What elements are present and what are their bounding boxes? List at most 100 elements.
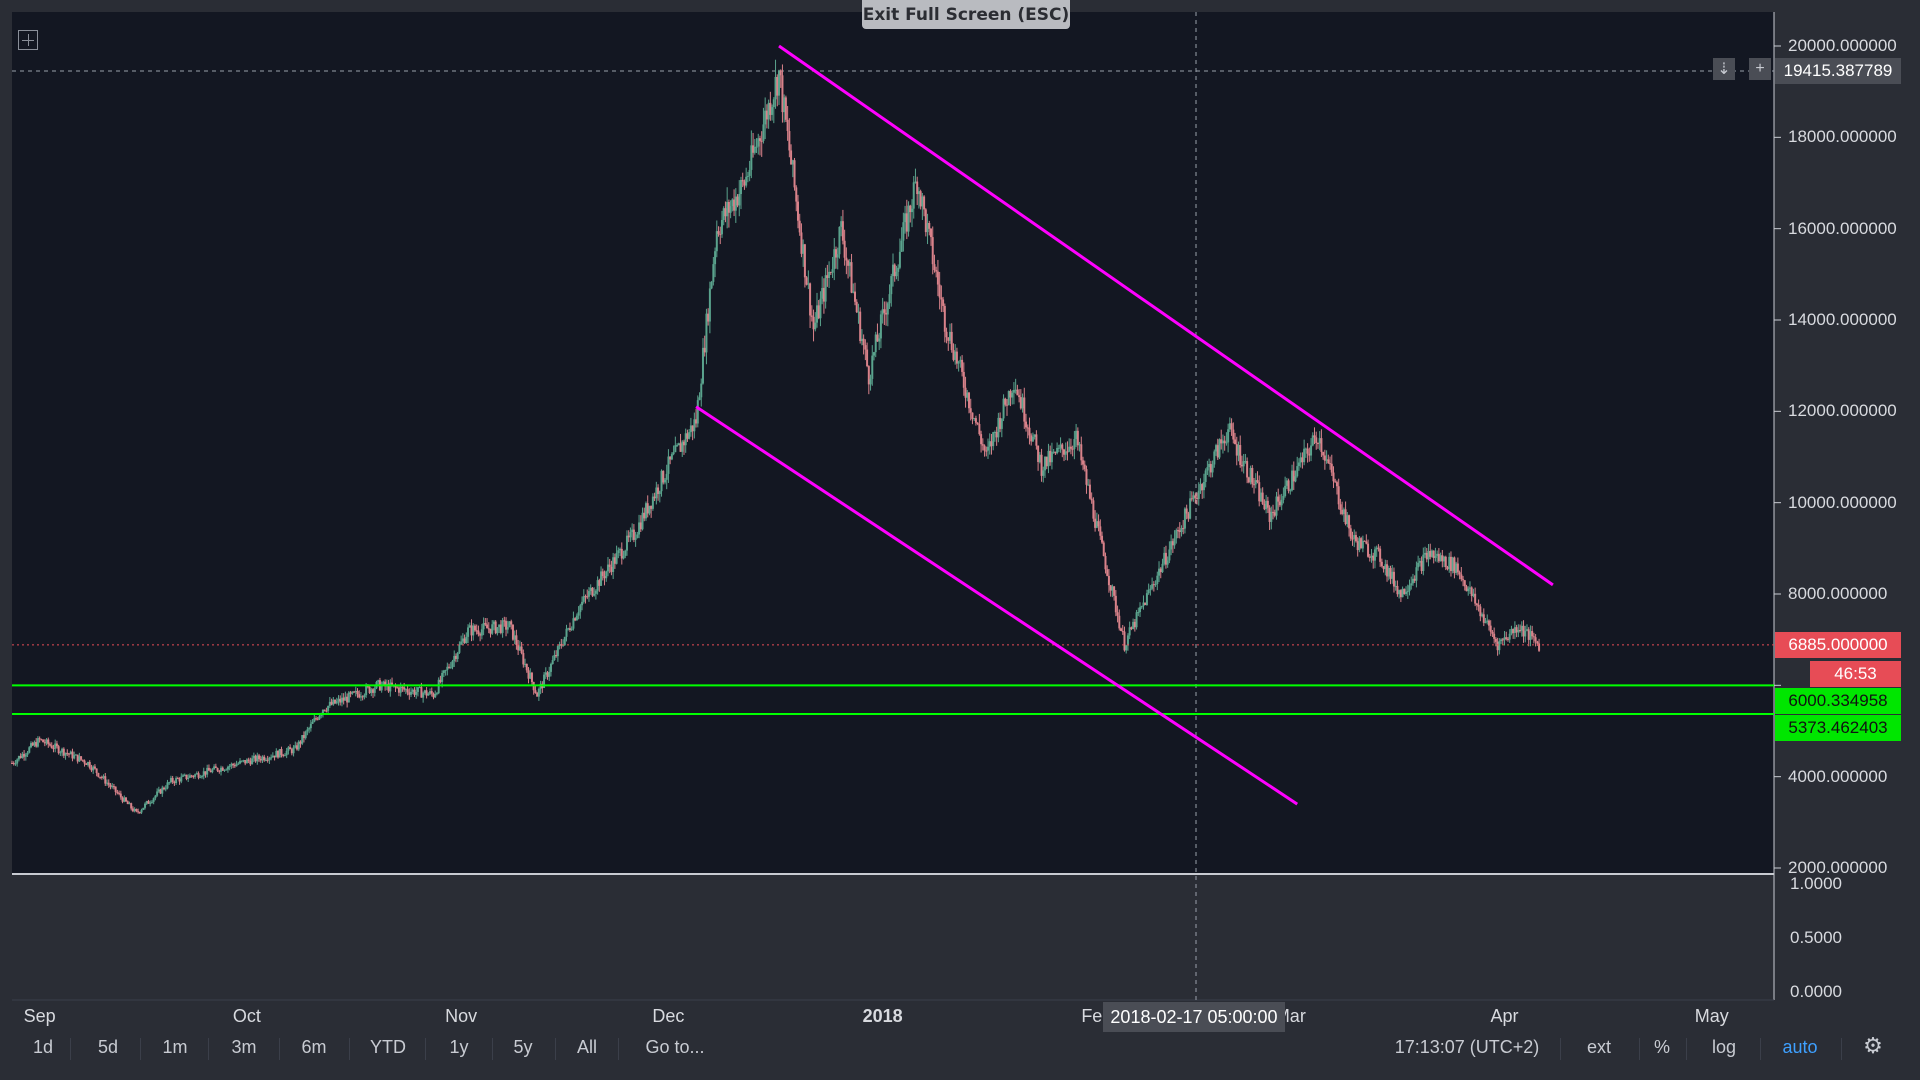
candle-body xyxy=(695,419,698,424)
indicator-axis-tick: 0.5000 xyxy=(1790,928,1842,947)
range-1d-button[interactable]: 1d xyxy=(32,1037,54,1057)
candle-body xyxy=(575,615,578,621)
candle-body xyxy=(268,757,271,761)
extended-hours-toggle[interactable]: ext xyxy=(1586,1037,1612,1057)
candle-body xyxy=(425,690,428,696)
candle-body xyxy=(617,550,620,554)
candle-body xyxy=(563,636,566,645)
add-price-alert-button[interactable]: + xyxy=(1749,58,1771,80)
candle-body xyxy=(159,789,162,794)
candle-body xyxy=(242,760,245,762)
candle-body xyxy=(1399,590,1402,598)
candle-body xyxy=(629,532,632,538)
candle-body xyxy=(1268,507,1271,522)
candle-body xyxy=(912,182,915,209)
range-5d-button[interactable]: 5d xyxy=(97,1037,119,1057)
toolbar-divider xyxy=(492,1038,493,1060)
candle-body xyxy=(505,621,508,630)
candle-body xyxy=(353,691,356,693)
candle-body xyxy=(674,445,677,453)
candle-body xyxy=(410,691,413,695)
candle-body xyxy=(1263,503,1266,510)
clock-display[interactable]: 17:13:07 (UTC+2) xyxy=(1394,1037,1540,1057)
candle-body xyxy=(1030,435,1033,442)
range-5y-button[interactable]: 5y xyxy=(513,1037,533,1057)
candle-body xyxy=(297,741,300,750)
candle-body xyxy=(893,264,896,277)
candle-body xyxy=(61,748,64,753)
candle-body xyxy=(1410,583,1413,586)
candle-body xyxy=(404,689,407,691)
candle-body xyxy=(220,767,223,772)
candle-body xyxy=(760,140,763,142)
candle-body xyxy=(1470,587,1473,597)
add-chart-icon[interactable] xyxy=(18,30,38,50)
candle-body xyxy=(363,695,366,698)
candle-body xyxy=(1014,389,1017,391)
candle-body xyxy=(1394,585,1397,587)
candle-body xyxy=(399,686,402,693)
percent-scale-toggle[interactable]: % xyxy=(1653,1037,1671,1057)
candle-body xyxy=(631,529,634,533)
candle-body xyxy=(232,763,235,766)
candle-body xyxy=(879,314,882,339)
candle-body xyxy=(173,781,176,784)
exit-fullscreen-button[interactable]: Exit Full Screen (ESC) xyxy=(862,0,1070,29)
settings-gear-icon[interactable]: ⚙ xyxy=(1863,1033,1883,1058)
candle-body xyxy=(1531,631,1534,637)
candle-body xyxy=(1204,470,1207,482)
candle-body xyxy=(30,743,33,748)
candle-body xyxy=(24,754,27,757)
candle-body xyxy=(422,693,425,698)
auto-scale-toggle[interactable]: auto xyxy=(1782,1037,1818,1057)
range-1m-button[interactable]: 1m xyxy=(162,1037,188,1057)
range-ytd-button[interactable]: YTD xyxy=(370,1037,406,1057)
candle-body xyxy=(116,792,119,794)
candle-body xyxy=(822,287,825,302)
candle-body xyxy=(610,566,613,572)
candle-body xyxy=(506,627,509,630)
candle-body xyxy=(567,628,570,630)
candle-body xyxy=(26,752,29,755)
candle-body xyxy=(1151,584,1154,589)
range-3m-button[interactable]: 3m xyxy=(231,1037,257,1057)
candle-body xyxy=(1121,630,1124,632)
candle-body xyxy=(992,432,995,447)
candle-body xyxy=(1375,547,1378,550)
candle-body xyxy=(1282,495,1285,500)
candle-body xyxy=(1365,541,1368,544)
candle-body xyxy=(461,638,464,642)
candle-body xyxy=(869,378,872,385)
candle-body xyxy=(534,690,537,693)
plot-area[interactable] xyxy=(12,12,1774,874)
candle-body xyxy=(142,807,145,810)
range-all-button[interactable]: All xyxy=(576,1037,598,1057)
range-1y-button[interactable]: 1y xyxy=(449,1037,469,1057)
candle-body xyxy=(639,522,642,530)
candle-body xyxy=(31,743,34,746)
candle-body xyxy=(100,776,103,778)
range-6m-button[interactable]: 6m xyxy=(301,1037,327,1057)
candle-body xyxy=(451,661,454,668)
candle-body xyxy=(52,748,55,750)
pane-collapse-button[interactable]: ⇣ xyxy=(1713,58,1735,80)
price-axis-tick: 16000.000000 xyxy=(1788,218,1897,238)
candle-body xyxy=(145,801,148,804)
candle-body xyxy=(1413,578,1416,581)
candle-body xyxy=(1479,606,1482,617)
candle-body xyxy=(427,693,430,696)
candle-body xyxy=(726,201,729,217)
candle-body xyxy=(798,220,801,233)
candle-body xyxy=(1373,549,1376,561)
candle-body xyxy=(1253,484,1256,486)
candle-body xyxy=(1332,472,1335,482)
candle-body xyxy=(439,679,442,682)
candle-body xyxy=(560,644,563,646)
candle-body xyxy=(1396,585,1399,595)
candle-body xyxy=(1500,639,1503,642)
candle-body xyxy=(917,191,920,195)
log-scale-toggle[interactable]: log xyxy=(1711,1037,1737,1057)
candle-body xyxy=(1501,639,1504,641)
goto-date-button[interactable]: Go to... xyxy=(645,1037,705,1057)
